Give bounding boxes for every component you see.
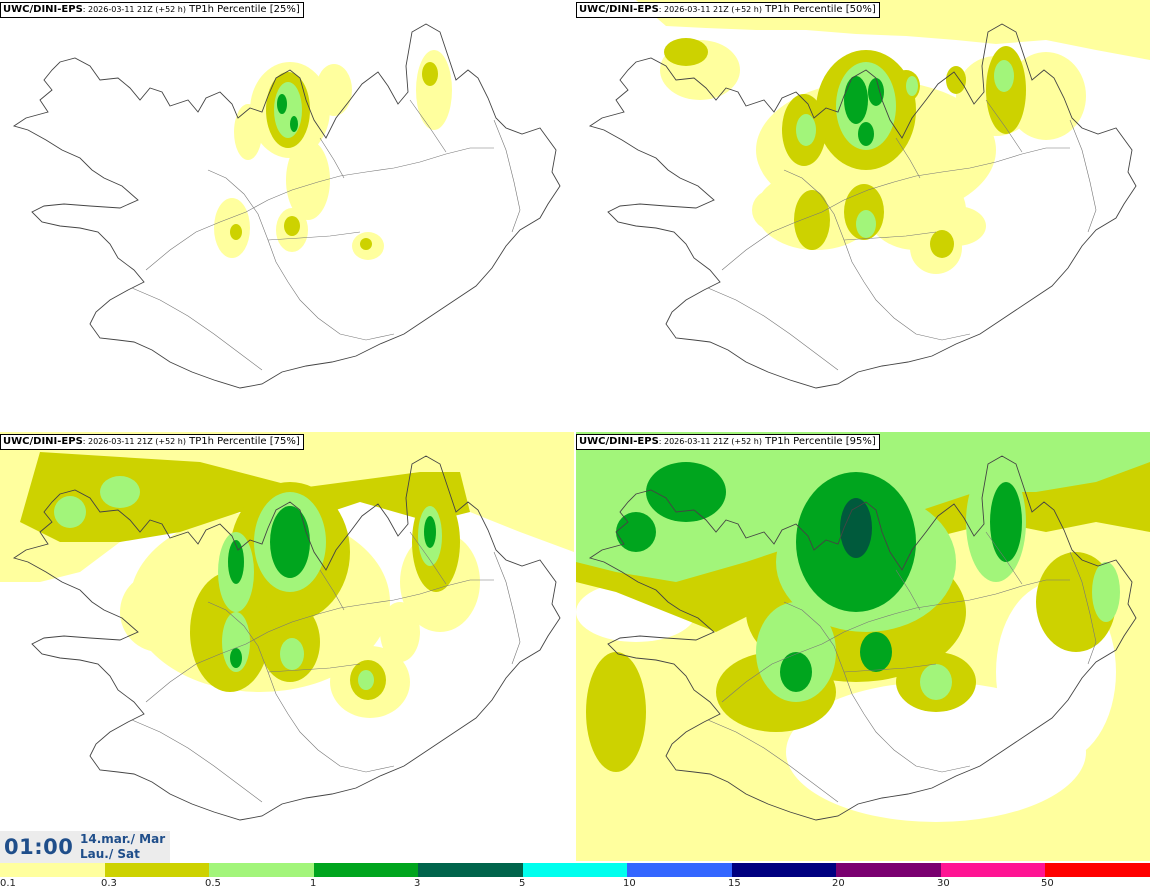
legend-swatch bbox=[0, 863, 105, 877]
run-time: : 2026-03-11 21Z (+52 h) bbox=[658, 437, 762, 446]
run-time: : 2026-03-11 21Z (+52 h) bbox=[82, 5, 186, 14]
legend-swatch bbox=[209, 863, 314, 877]
precip-map bbox=[0, 432, 574, 821]
legend-label: 20 bbox=[832, 878, 845, 889]
legend-swatch bbox=[418, 863, 523, 877]
legend-label: 0.1 bbox=[0, 878, 16, 889]
model-name: UWC/DINI-EPS bbox=[3, 4, 83, 15]
panel-title: UWC/DINI-EPS: 2026-03-11 21Z (+52 h) TP1… bbox=[0, 2, 304, 18]
legend-swatch bbox=[104, 863, 210, 877]
valid-date: 14.mar./ Mar Lau./ Sat bbox=[80, 832, 165, 862]
precip-green bbox=[228, 506, 436, 668]
color-legend: 0.1 0.3 0.5 1 3 5 10 15 20 30 50 bbox=[0, 863, 1150, 891]
model-name: UWC/DINI-EPS bbox=[3, 436, 83, 447]
precip-green bbox=[844, 76, 884, 146]
legend-swatch bbox=[1045, 863, 1150, 877]
panel-title: UWC/DINI-EPS: 2026-03-11 21Z (+52 h) TP1… bbox=[576, 2, 880, 18]
precip-map bbox=[589, 0, 1150, 389]
legend-swatch bbox=[313, 863, 419, 877]
precip-light bbox=[214, 50, 452, 260]
panel-title: UWC/DINI-EPS: 2026-03-11 21Z (+52 h) TP1… bbox=[576, 434, 880, 450]
valid-date-line1: 14.mar./ Mar bbox=[80, 832, 166, 846]
map-panel-p75: UWC/DINI-EPS: 2026-03-11 21Z (+52 h) TP1… bbox=[0, 432, 574, 861]
legend-label: 5 bbox=[519, 878, 526, 889]
field-name: TP1h Percentile [75%] bbox=[185, 436, 300, 447]
map-panel-p50: UWC/DINI-EPS: 2026-03-11 21Z (+52 h) TP1… bbox=[576, 0, 1150, 429]
map-panel-p25: UWC/DINI-EPS: 2026-03-11 21Z (+52 h) TP1… bbox=[0, 0, 574, 429]
legend-swatch bbox=[522, 863, 628, 877]
map-panel-p95: UWC/DINI-EPS: 2026-03-11 21Z (+52 h) TP1… bbox=[576, 432, 1150, 861]
run-time: : 2026-03-11 21Z (+52 h) bbox=[658, 5, 762, 14]
legend-label: 0.3 bbox=[101, 878, 117, 889]
legend-label: 50 bbox=[1041, 878, 1054, 889]
legend-label: 30 bbox=[937, 878, 950, 889]
legend-label: 1 bbox=[310, 878, 317, 889]
panel-title: UWC/DINI-EPS: 2026-03-11 21Z (+52 h) TP1… bbox=[0, 434, 304, 450]
model-name: UWC/DINI-EPS bbox=[579, 436, 659, 447]
valid-time-box: 01:00 14.mar./ Mar Lau./ Sat bbox=[0, 831, 170, 863]
legend-swatch bbox=[731, 863, 837, 877]
precip-green bbox=[277, 94, 298, 132]
precip-map bbox=[13, 23, 561, 389]
legend-label: 15 bbox=[728, 878, 741, 889]
valid-time-clock: 01:00 bbox=[4, 835, 74, 859]
precip-dark bbox=[840, 498, 872, 558]
legend-bar bbox=[0, 863, 1150, 877]
precip-map bbox=[576, 432, 1150, 861]
field-name: TP1h Percentile [25%] bbox=[185, 4, 300, 15]
legend-swatch bbox=[627, 863, 732, 877]
run-time: : 2026-03-11 21Z (+52 h) bbox=[82, 437, 186, 446]
field-name: TP1h Percentile [95%] bbox=[761, 436, 876, 447]
valid-date-line2: Lau./ Sat bbox=[80, 847, 140, 861]
legend-label: 10 bbox=[623, 878, 636, 889]
legend-swatch bbox=[836, 863, 941, 877]
model-name: UWC/DINI-EPS bbox=[579, 4, 659, 15]
legend-label: 0.5 bbox=[205, 878, 221, 889]
field-name: TP1h Percentile [50%] bbox=[761, 4, 876, 15]
legend-swatch bbox=[940, 863, 1046, 877]
legend-label: 3 bbox=[414, 878, 421, 889]
